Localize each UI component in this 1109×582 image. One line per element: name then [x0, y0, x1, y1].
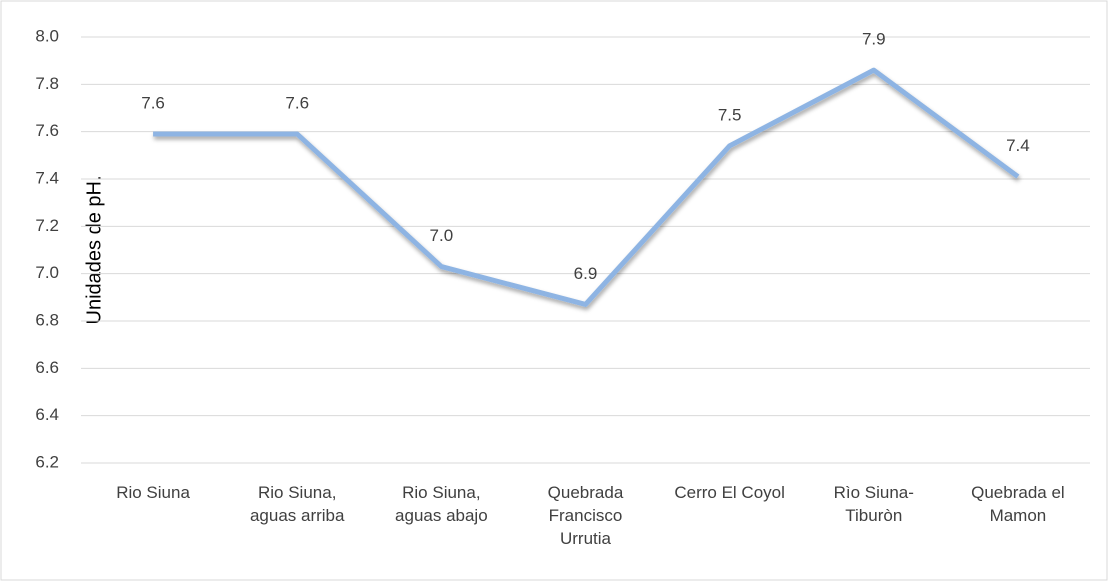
data-label: 7.6	[141, 94, 165, 113]
x-tick-label: Quebrada Francisco Urrutia	[547, 483, 624, 548]
y-tick-label: 7.0	[35, 263, 59, 282]
x-tick-label-box: Rio Siuna, aguas arriba	[249, 483, 345, 525]
data-label: 7.6	[285, 94, 309, 113]
x-tick-label-box: Rio Siuna	[116, 483, 190, 502]
x-tick-label-box: Rio Siuna, aguas abajo	[395, 483, 488, 525]
data-label: 7.5	[718, 105, 742, 124]
data-label: 7.9	[862, 30, 886, 49]
x-tick-label-box: Quebrada Francisco Urrutia	[547, 483, 624, 548]
y-tick-label: 7.6	[35, 121, 59, 140]
data-label: 7.4	[1006, 136, 1030, 155]
data-label: 7.0	[430, 226, 454, 245]
y-tick-label: 7.4	[35, 168, 59, 187]
y-tick-label: 8.0	[35, 26, 59, 45]
data-label: 6.9	[574, 264, 598, 283]
line	[153, 67, 1020, 307]
y-tick-label: 6.8	[35, 310, 59, 329]
y-tick-label: 7.2	[35, 216, 59, 235]
y-tick-label: 7.8	[35, 74, 59, 93]
x-tick-label: Rio Siuna, aguas arriba	[249, 483, 345, 525]
x-tick-label: Rio Siuna, aguas abajo	[395, 483, 488, 525]
x-tick-label: Rìo Siuna-Tiburòn	[833, 483, 914, 525]
x-tick-label: Cerro El Coyol	[674, 483, 785, 502]
x-tick-label: Quebrada el Mamon	[971, 483, 1065, 525]
x-tick-label: Rio Siuna	[116, 483, 190, 502]
y-axis-label: Unidades de pH.	[83, 176, 105, 325]
y-tick-label: 6.4	[35, 405, 59, 424]
x-tick-label-box: Cerro El Coyol	[674, 483, 785, 502]
y-tick-label: 6.2	[35, 452, 59, 471]
x-tick-label-box: Quebrada el Mamon	[971, 483, 1065, 525]
x-tick-label-box: Rìo Siuna-Tiburòn	[833, 483, 914, 525]
y-tick-label: 6.6	[35, 358, 59, 377]
